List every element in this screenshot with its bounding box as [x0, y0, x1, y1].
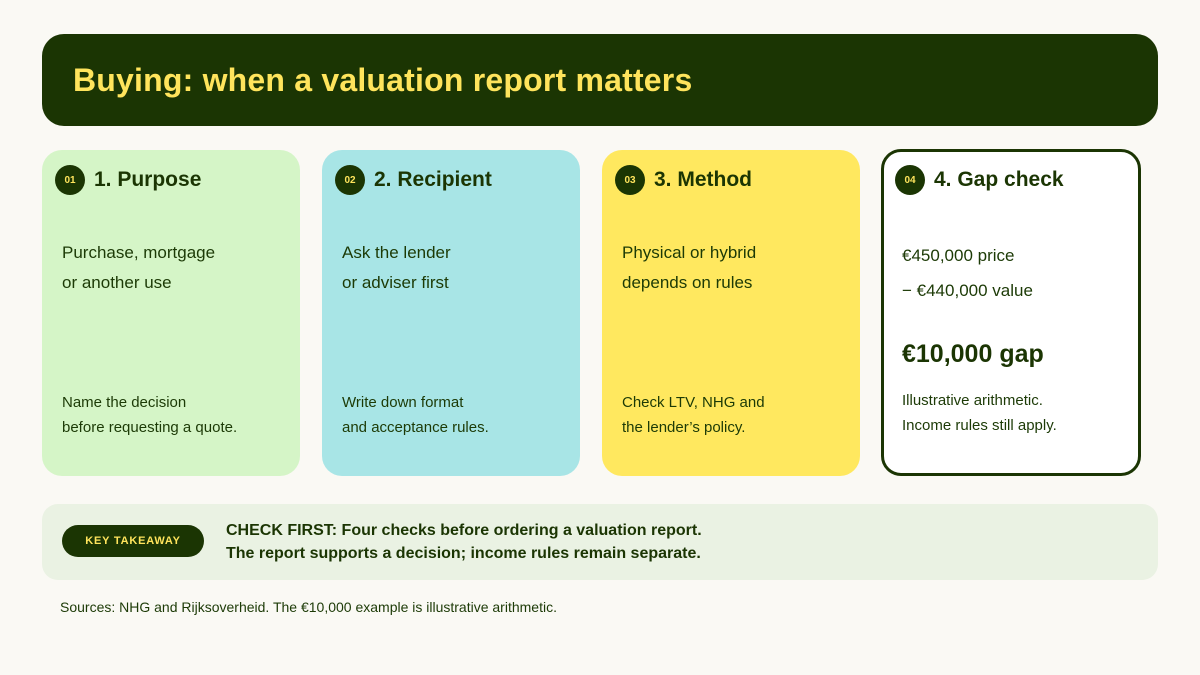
takeaway-text: CHECK FIRST: Four checks before ordering… [226, 519, 702, 565]
card-header: 02 2. Recipient [335, 165, 492, 195]
card-note-line: the lender’s policy. [622, 419, 746, 436]
card-gap-check: 04 4. Gap check €450,000 price − €440,00… [881, 149, 1141, 476]
card-header: 01 1. Purpose [55, 165, 201, 195]
card-note: Write down format and acceptance rules. [342, 390, 567, 440]
value-line: − €440,000 value [902, 281, 1033, 300]
card-note-line: Check LTV, NHG and [622, 394, 765, 411]
card-body: Ask the lender or adviser first [342, 238, 562, 298]
takeaway-line: CHECK FIRST: Four checks before ordering… [226, 522, 702, 539]
card-title: 2. Recipient [374, 168, 492, 191]
card-note-line: Illustrative arithmetic. [902, 392, 1043, 409]
card-title: 1. Purpose [94, 168, 202, 191]
card-body-line: Ask the lender [342, 243, 451, 262]
card-note: Name the decision before requesting a qu… [62, 390, 287, 440]
step-number-badge: 01 [55, 165, 85, 195]
card-note-line: Income rules still apply. [902, 417, 1057, 434]
card-body-line: depends on rules [622, 273, 753, 292]
card-recipient: 02 2. Recipient Ask the lender or advise… [322, 150, 580, 476]
card-body: €450,000 price − €440,000 value [902, 238, 1122, 308]
step-number-badge: 04 [895, 165, 925, 195]
key-takeaway-badge: KEY TAKEAWAY [62, 525, 204, 557]
sources-footnote: Sources: NHG and Rijksoverheid. The €10,… [60, 599, 557, 615]
step-number-badge: 02 [335, 165, 365, 195]
card-note-line: Name the decision [62, 394, 187, 411]
card-note-line: Write down format [342, 394, 464, 411]
card-body: Physical or hybrid depends on rules [622, 238, 842, 298]
card-note-line: and acceptance rules. [342, 419, 489, 436]
header-banner: Buying: when a valuation report matters [42, 34, 1158, 126]
card-method: 03 3. Method Physical or hybrid depends … [602, 150, 860, 476]
page-title: Buying: when a valuation report matters [73, 61, 693, 98]
card-body-line: or adviser first [342, 273, 449, 292]
card-body: Purchase, mortgage or another use [62, 238, 282, 298]
card-note: Check LTV, NHG and the lender’s policy. [622, 390, 847, 440]
takeaway-line: The report supports a decision; income r… [226, 545, 701, 562]
card-note: Illustrative arithmetic. Income rules st… [902, 388, 1127, 438]
gap-result: €10,000 gap [902, 340, 1044, 368]
card-purpose: 01 1. Purpose Purchase, mortgage or anot… [42, 150, 300, 476]
card-body-line: Purchase, mortgage [62, 243, 216, 262]
card-header: 04 4. Gap check [895, 165, 1064, 195]
card-body-line: or another use [62, 273, 172, 292]
key-takeaway-panel: KEY TAKEAWAY CHECK FIRST: Four checks be… [42, 504, 1158, 580]
card-note-line: before requesting a quote. [62, 419, 238, 436]
step-number-badge: 03 [615, 165, 645, 195]
card-title: 4. Gap check [934, 168, 1064, 191]
card-title: 3. Method [654, 168, 752, 191]
card-header: 03 3. Method [615, 165, 752, 195]
price-line: €450,000 price [902, 246, 1015, 265]
card-body-line: Physical or hybrid [622, 243, 757, 262]
